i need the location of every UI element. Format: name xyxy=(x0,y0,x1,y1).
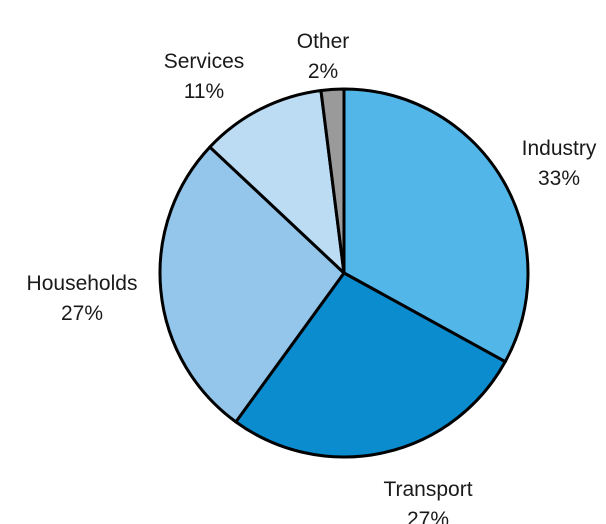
slice-value-households: 27% xyxy=(61,302,103,325)
pie-slice-services xyxy=(208,88,346,275)
slice-value-transport: 27% xyxy=(407,508,449,524)
pie-slice-transport xyxy=(234,271,507,459)
slice-value-other: 2% xyxy=(308,60,338,83)
slice-label-transport: Transport xyxy=(383,478,472,501)
pie-slice-other xyxy=(319,87,346,275)
pie-slices xyxy=(158,87,530,459)
pie-labels: Industry 33% Transport 27% Households 27% Serv… xyxy=(27,30,597,524)
slice-label-services: Services xyxy=(164,50,245,73)
slice-value-services: 11% xyxy=(184,80,224,103)
pie-slice-households xyxy=(158,145,346,424)
slice-label-industry: Industry xyxy=(522,137,597,160)
slice-label-other: Other xyxy=(297,30,350,53)
slice-value-industry: 33% xyxy=(538,167,580,190)
pie-slice-industry xyxy=(342,87,530,364)
slice-label-households: Households xyxy=(27,272,138,295)
